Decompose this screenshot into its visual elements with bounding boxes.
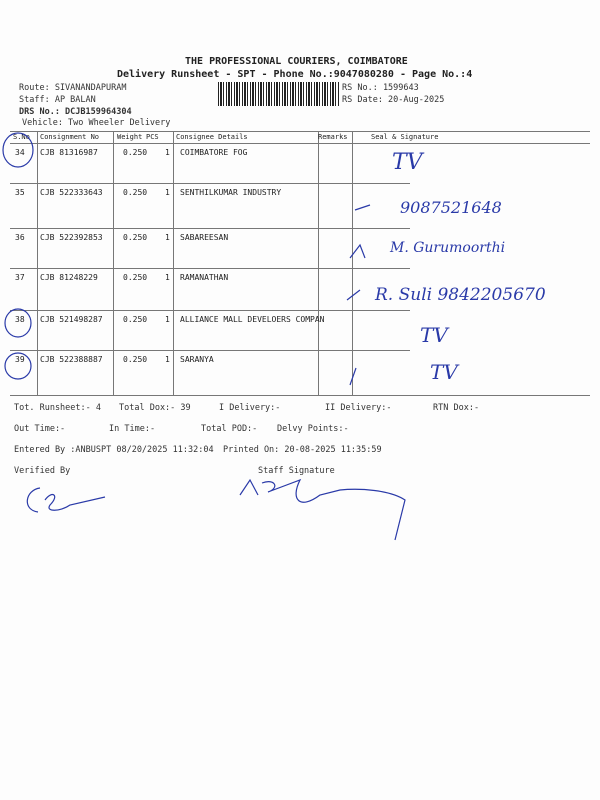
company-name: THE PROFESSIONAL COURIERS, COIMBATORE <box>185 56 408 67</box>
row-divider <box>10 183 410 184</box>
cell-sno: 34 <box>15 148 25 157</box>
drs-number: DRS No.: DCJB159964304 <box>19 107 132 117</box>
cell-pcs: 1 <box>165 148 170 157</box>
cell-consignee: SENTHILKUMAR INDUSTRY <box>180 188 282 197</box>
cell-weight: 0.250 <box>123 315 148 324</box>
cell-consignee: SARANYA <box>180 355 214 364</box>
handwritten-receipt: M. Gurumoorthi <box>390 240 506 256</box>
staff-signature-label: Staff Signature <box>258 466 335 476</box>
cell-consignee: ALLIANCE MALL DEVELOERS COMPAN <box>180 315 325 324</box>
total-pod: Total POD:- <box>201 424 258 434</box>
cell-cn: CJB 522333643 <box>40 188 103 197</box>
cell-weight: 0.250 <box>123 148 148 157</box>
cell-weight: 0.250 <box>123 273 148 282</box>
ii-delivery: II Delivery:- <box>325 403 392 413</box>
in-time: In Time:- <box>109 424 156 434</box>
column-divider <box>37 131 38 395</box>
column-divider <box>318 131 319 395</box>
cell-cn: CJB 522392853 <box>40 233 103 242</box>
cell-cn: CJB 522388887 <box>40 355 103 364</box>
staff: Staff: AP BALAN <box>19 95 96 105</box>
circle-mark <box>4 352 32 380</box>
cell-consignee: COIMBATORE FOG <box>180 148 248 157</box>
verified-by-label: Verified By <box>14 466 71 476</box>
total-dox: Total Dox:- 39 <box>119 403 191 413</box>
rtn-dox: RTN Dox:- <box>433 403 480 413</box>
column-header: Remarks <box>318 133 348 141</box>
column-divider <box>113 131 114 395</box>
circle-mark <box>2 132 34 168</box>
column-header: Consignee Details <box>176 133 248 141</box>
row-divider <box>10 268 410 269</box>
runsheet-subtitle: Delivery Runsheet - SPT - Phone No.:9047… <box>117 69 473 80</box>
column-header: Weight <box>117 133 143 141</box>
cell-pcs: 1 <box>165 273 170 282</box>
cell-sno: 39 <box>15 355 25 364</box>
i-delivery: I Delivery:- <box>219 403 281 413</box>
handwritten-receipt: R. Suli 9842205670 <box>375 285 546 305</box>
column-header: S.No <box>13 133 30 141</box>
cell-pcs: 1 <box>165 188 170 197</box>
vehicle: Vehicle: Two Wheeler Delivery <box>22 118 171 128</box>
row-divider <box>10 310 410 311</box>
handwritten-receipt: TV <box>430 360 458 384</box>
cell-sno: 36 <box>15 233 25 242</box>
printed-on: Printed On: 20-08-2025 11:35:59 <box>223 445 382 455</box>
cell-consignee: SABAREESAN <box>180 233 229 242</box>
circle-mark <box>4 308 32 338</box>
entered-by: Entered By :ANBUSPT 08/20/2025 11:32:04 <box>14 445 214 455</box>
table-border <box>10 131 590 132</box>
column-header: PCS <box>146 133 159 141</box>
cell-sno: 38 <box>15 315 25 324</box>
tot-runsheet: Tot. Runsheet:- 4 <box>14 403 101 413</box>
cell-cn: CJB 81316987 <box>40 148 98 157</box>
row-divider <box>10 228 410 229</box>
column-header: Seal & Signature <box>371 133 439 141</box>
cell-cn: CJB 521498287 <box>40 315 103 324</box>
cell-pcs: 1 <box>165 355 170 364</box>
delvy-points: Delvy Points:- <box>277 424 349 434</box>
handwritten-receipt: TV <box>392 150 423 175</box>
cell-sno: 35 <box>15 188 25 197</box>
cell-weight: 0.250 <box>123 355 148 364</box>
handwritten-receipt: 9087521648 <box>400 198 502 217</box>
rs-date: RS Date: 20-Aug-2025 <box>342 95 445 105</box>
row-divider <box>10 350 410 351</box>
table-border <box>10 143 590 144</box>
cell-weight: 0.250 <box>123 188 148 197</box>
cell-pcs: 1 <box>165 233 170 242</box>
column-divider <box>352 131 353 395</box>
column-header: Consignment No <box>40 133 100 141</box>
barcode <box>218 82 340 106</box>
cell-consignee: RAMANATHAN <box>180 273 229 282</box>
rs-number: RS No.: 1599643 <box>342 83 419 93</box>
route: Route: SIVANANDAPURAM <box>19 83 127 93</box>
cell-weight: 0.250 <box>123 233 148 242</box>
cell-sno: 37 <box>15 273 25 282</box>
check-mark <box>346 204 371 386</box>
staff-signature <box>239 478 406 541</box>
cell-cn: CJB 81248229 <box>40 273 98 282</box>
cell-pcs: 1 <box>165 315 170 324</box>
out-time: Out Time:- <box>14 424 66 434</box>
verified-signature <box>26 487 106 513</box>
column-divider <box>173 131 174 395</box>
row-divider <box>10 395 590 396</box>
handwritten-receipt: TV <box>420 323 448 347</box>
